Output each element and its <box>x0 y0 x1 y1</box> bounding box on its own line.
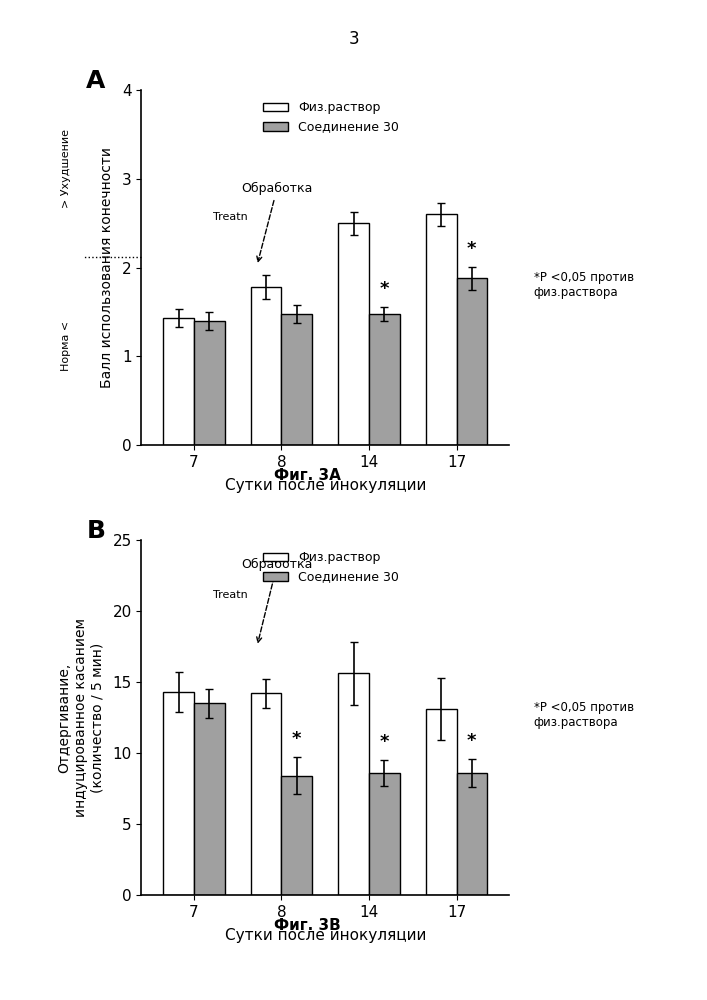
Bar <box>426 709 457 895</box>
Bar <box>369 314 399 445</box>
Bar <box>426 214 457 445</box>
Text: Обработка: Обработка <box>241 182 312 262</box>
Text: *P <0,05 против
физ.раствора: *P <0,05 против физ.раствора <box>534 701 634 729</box>
Text: *: * <box>380 733 389 751</box>
Bar <box>251 693 281 895</box>
Bar <box>281 314 312 445</box>
Text: *: * <box>467 732 477 750</box>
Bar <box>281 776 312 895</box>
Bar <box>194 321 225 445</box>
Text: Фиг. 3A: Фиг. 3A <box>274 468 341 483</box>
X-axis label: Сутки после инокуляции: Сутки после инокуляции <box>225 478 426 493</box>
Text: Норма <: Норма < <box>61 321 71 371</box>
Text: *: * <box>292 730 301 748</box>
Text: 3: 3 <box>348 30 359 48</box>
Bar <box>163 692 194 895</box>
Bar <box>457 278 487 445</box>
Bar <box>457 773 487 895</box>
Text: Обработка: Обработка <box>241 558 312 642</box>
Text: Treatn: Treatn <box>214 212 248 222</box>
Bar <box>369 773 399 895</box>
Legend: Физ.раствор, Соединение 30: Физ.раствор, Соединение 30 <box>258 546 404 588</box>
Text: Фиг. 3B: Фиг. 3B <box>274 918 341 933</box>
Text: > Ухудшение: > Ухудшение <box>61 129 71 208</box>
Text: *: * <box>467 240 477 258</box>
Bar <box>251 287 281 445</box>
X-axis label: Сутки после инокуляции: Сутки после инокуляции <box>225 928 426 943</box>
Bar <box>339 223 369 445</box>
Bar <box>339 673 369 895</box>
Y-axis label: Балл использования конечности: Балл использования конечности <box>100 147 114 388</box>
Y-axis label: Отдергивание,
индуцированное касанием
(количество / 5 мин): Отдергивание, индуцированное касанием (к… <box>58 618 104 817</box>
Bar <box>194 703 225 895</box>
Legend: Физ.раствор, Соединение 30: Физ.раствор, Соединение 30 <box>258 96 404 138</box>
Text: A: A <box>86 69 105 93</box>
Text: *: * <box>380 280 389 298</box>
Text: *P <0,05 против
физ.раствора: *P <0,05 против физ.раствора <box>534 271 634 299</box>
Text: B: B <box>86 519 105 543</box>
Bar <box>163 318 194 445</box>
Text: Treatn: Treatn <box>214 590 248 600</box>
